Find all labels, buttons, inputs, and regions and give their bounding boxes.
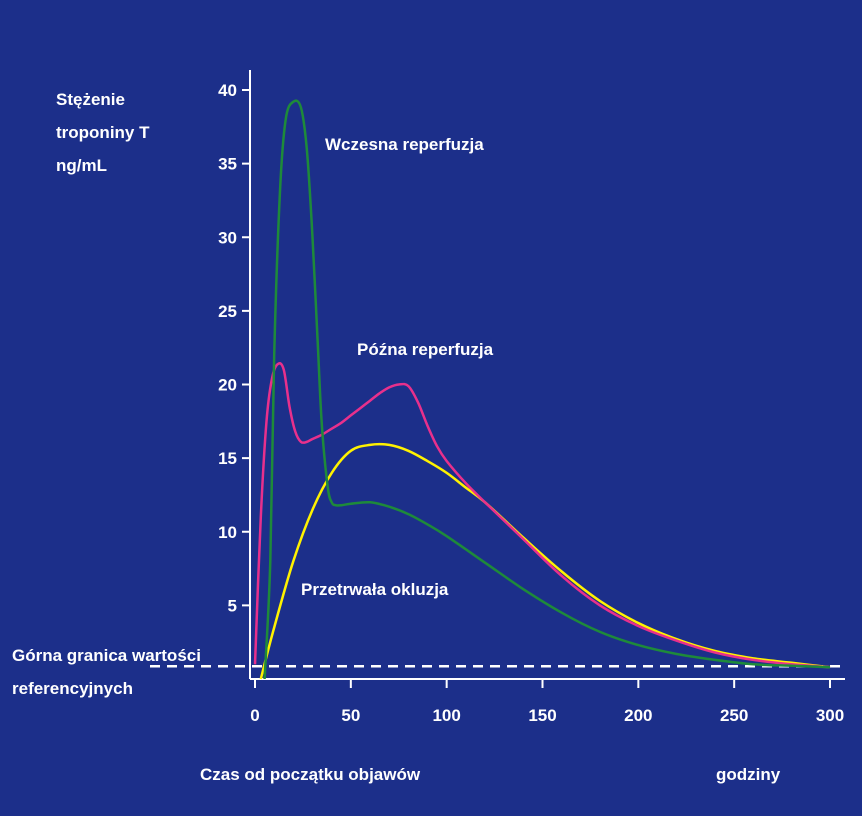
x-tick-label: 200 [624, 706, 652, 725]
annotation-late-reperfusion: Późna reperfuzja [357, 340, 494, 359]
x-tick-label: 50 [341, 706, 360, 725]
y-tick-label: 40 [218, 81, 237, 100]
x-axis-unit-label: godziny [716, 765, 781, 784]
reference-label-line-2: referencyjnych [12, 679, 133, 698]
y-ticks: 5 10 15 20 25 30 35 40 [218, 81, 250, 615]
series-line-persistent-occlusion [259, 442, 831, 680]
y-axis-label-line-2: troponiny T [56, 123, 150, 142]
y-tick-label: 30 [218, 228, 237, 247]
reference-label-line-1: Górna granica wartości [12, 646, 201, 665]
y-tick-label: 35 [218, 155, 237, 174]
x-ticks: 0 50 100 150 200 250 300 [250, 679, 844, 725]
series-group [253, 99, 831, 680]
x-axis-label: Czas od początku objawów [200, 765, 421, 784]
y-tick-label: 5 [228, 596, 237, 615]
y-tick-label: 25 [218, 302, 237, 321]
x-tick-label: 300 [816, 706, 844, 725]
series-line-early-reperfusion [263, 99, 831, 680]
y-tick-label: 10 [218, 523, 237, 542]
axes [249, 70, 845, 680]
annotation-early-reperfusion: Wczesna reperfuzja [325, 135, 484, 154]
x-tick-label: 150 [528, 706, 556, 725]
y-axis-label-line-3: ng/mL [56, 156, 107, 175]
y-axis-label-line-1: Stężenie [56, 90, 125, 109]
x-tick-label: 100 [432, 706, 460, 725]
y-tick-label: 15 [218, 449, 237, 468]
series-line-late-reperfusion [253, 362, 831, 669]
x-tick-label: 0 [250, 706, 259, 725]
y-tick-label: 20 [218, 376, 237, 395]
x-tick-label: 250 [720, 706, 748, 725]
annotation-persistent-occlusion: Przetrwała okluzja [301, 580, 449, 599]
